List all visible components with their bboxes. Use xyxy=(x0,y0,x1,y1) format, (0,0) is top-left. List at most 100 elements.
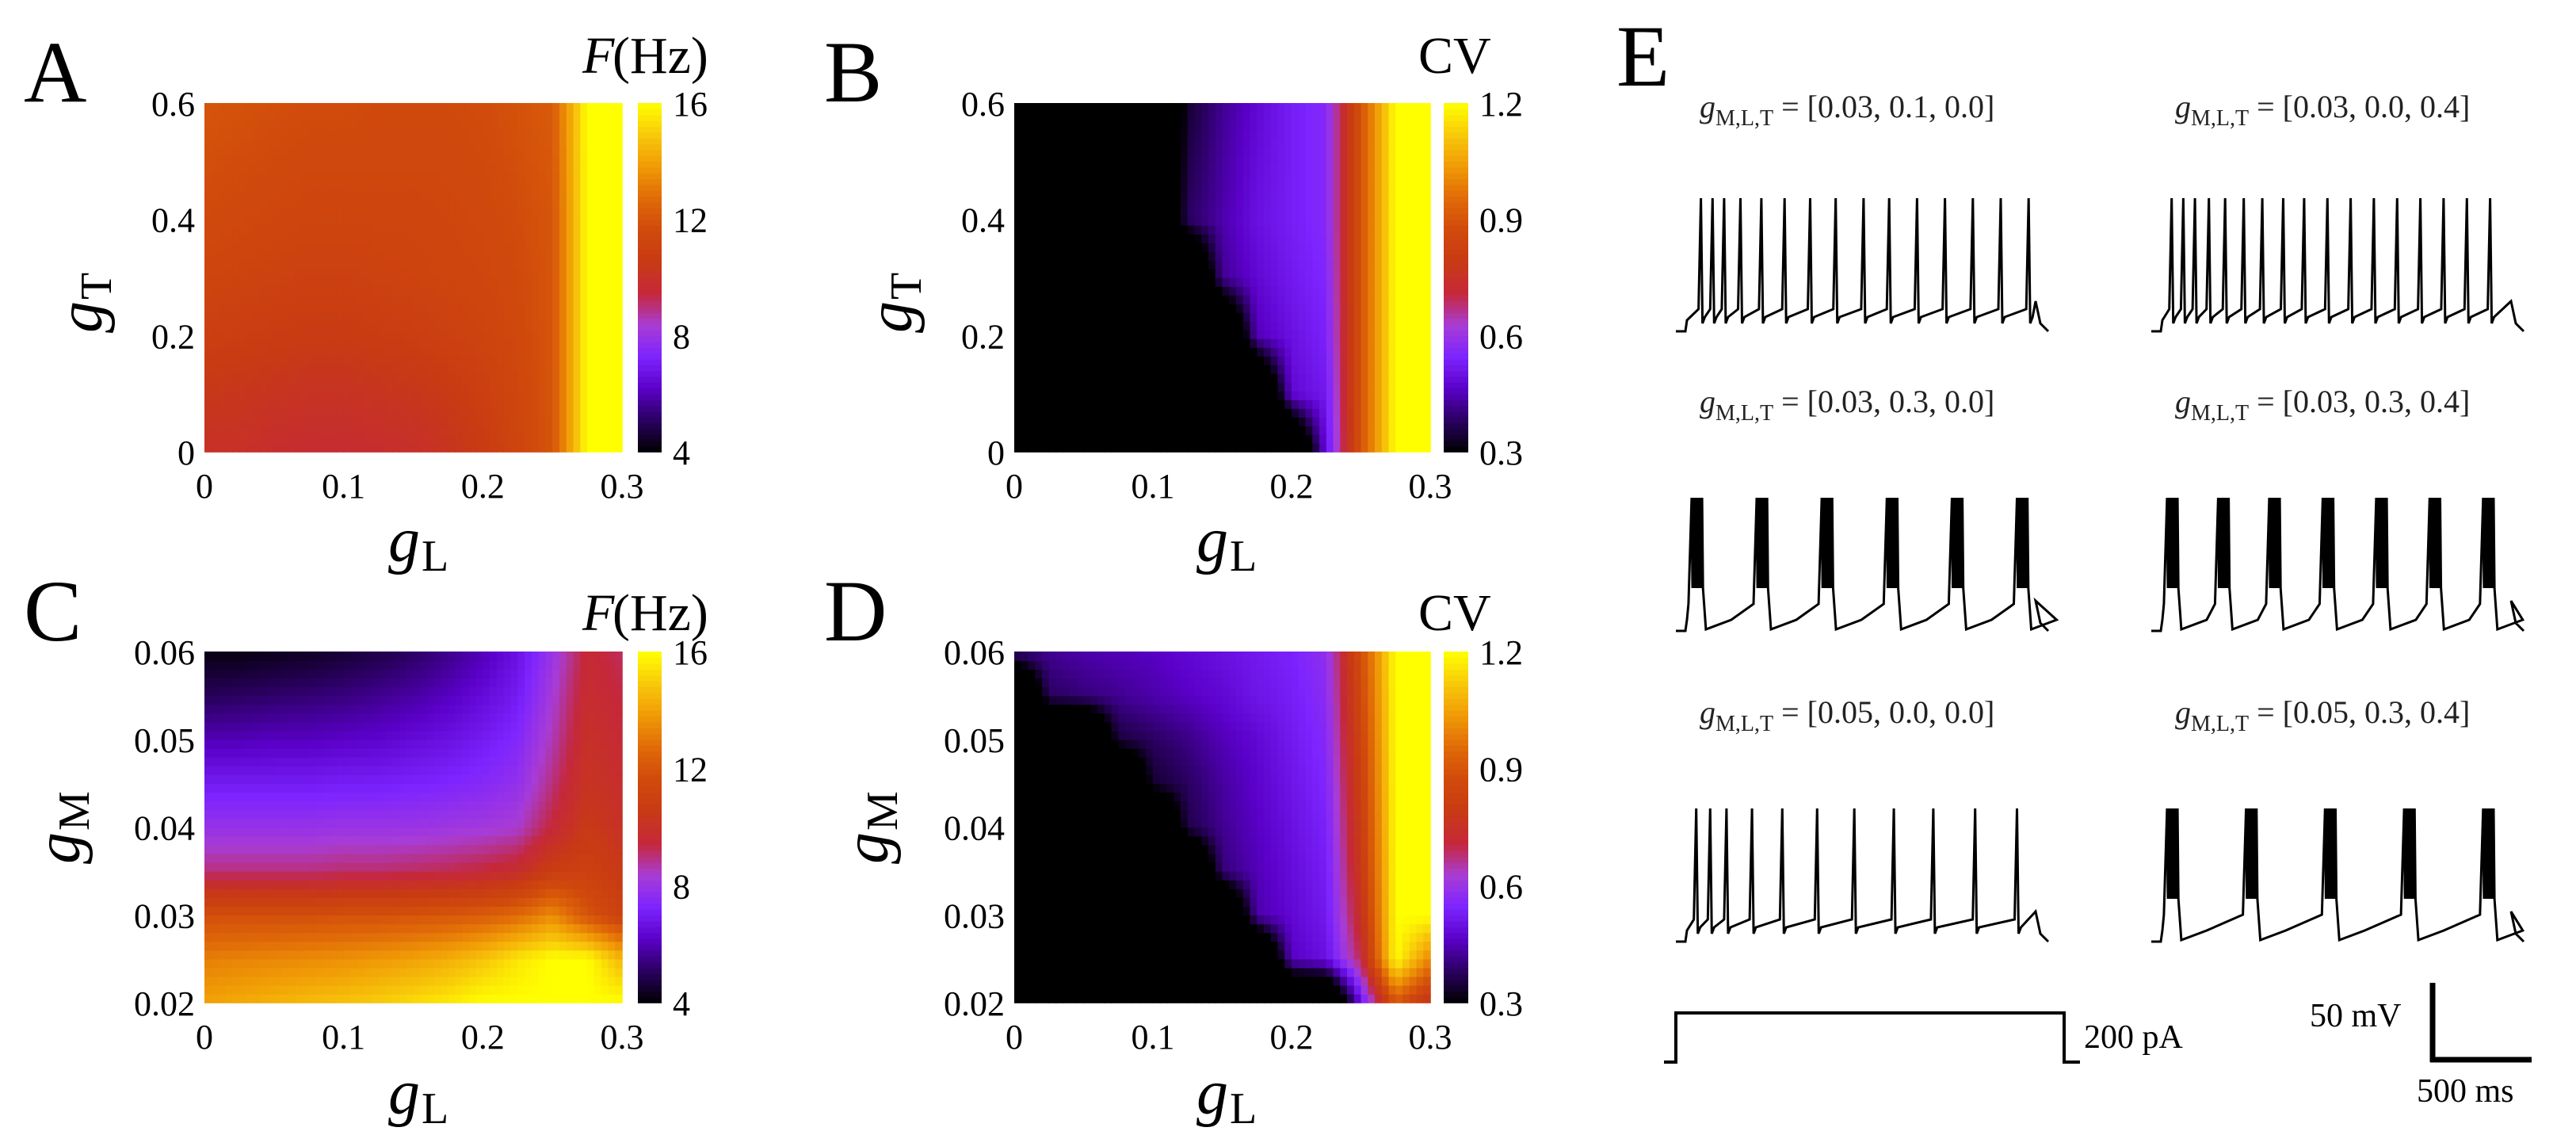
colorbar-segment xyxy=(638,219,662,226)
heatmap-cell xyxy=(580,330,588,339)
heatmap-cell xyxy=(496,164,505,174)
heatmap-cell xyxy=(343,382,352,392)
heatmap-cell xyxy=(1242,182,1251,191)
heatmap-cell xyxy=(1118,243,1126,252)
heatmap-cell xyxy=(1125,138,1133,147)
heatmap-cell xyxy=(552,251,560,261)
heatmap-cell xyxy=(1368,338,1376,348)
heatmap-cell xyxy=(371,199,380,208)
heatmap-cell xyxy=(1270,225,1279,235)
heatmap-cell xyxy=(260,120,268,130)
heatmap-cell xyxy=(1042,399,1050,409)
heatmap-cell xyxy=(343,356,352,365)
heatmap-cell xyxy=(468,321,477,331)
heatmap-cell xyxy=(1063,251,1070,261)
heatmap-cell xyxy=(1014,426,1022,435)
heatmap-cell xyxy=(1361,365,1369,374)
colorbar-segment xyxy=(1444,422,1468,430)
colorbar-segment xyxy=(1444,335,1468,342)
heatmap-cell xyxy=(1118,321,1126,331)
heatmap-cell xyxy=(1277,434,1286,444)
heatmap-cell xyxy=(232,155,240,165)
heatmap-cell xyxy=(1319,147,1327,156)
heatmap-cell xyxy=(1166,103,1175,113)
heatmap-cell xyxy=(531,155,540,165)
heatmap-cell xyxy=(330,373,338,383)
heatmap-cell xyxy=(267,269,275,278)
heatmap-cell xyxy=(371,173,380,182)
heatmap-cell xyxy=(1333,199,1341,208)
heatmap-cell xyxy=(1097,147,1105,156)
heatmap-cell xyxy=(267,434,275,444)
heatmap-cell xyxy=(1242,365,1251,374)
heatmap-cell xyxy=(1083,269,1092,278)
heatmap-cell xyxy=(1063,330,1070,339)
heatmap-cell xyxy=(1284,173,1292,182)
heatmap-cell xyxy=(350,120,359,130)
heatmap-cell xyxy=(1014,103,1022,113)
heatmap-cell xyxy=(1194,312,1203,322)
heatmap-cell xyxy=(601,103,609,113)
heatmap-cell xyxy=(1174,208,1181,217)
heatmap-cell xyxy=(280,103,289,113)
colorbar-segment xyxy=(638,335,662,342)
heatmap-cell xyxy=(364,295,372,304)
heatmap-cell xyxy=(525,434,532,444)
heatmap-cell xyxy=(399,243,407,252)
heatmap-cell xyxy=(385,304,393,313)
heatmap-cell xyxy=(1236,103,1244,113)
heatmap-cell xyxy=(1250,391,1258,400)
heatmap-cell xyxy=(1375,120,1383,130)
heatmap-cell xyxy=(1055,443,1064,453)
heatmap-cell xyxy=(350,260,359,269)
heatmap-cell xyxy=(1229,295,1237,304)
heatmap-cell xyxy=(406,382,414,392)
heatmap-cell xyxy=(246,216,254,226)
heatmap-cell xyxy=(1319,182,1327,191)
heatmap-cell xyxy=(1021,173,1029,182)
heatmap-cell xyxy=(1298,199,1307,208)
heatmap-cell xyxy=(1305,155,1314,165)
heatmap-cell xyxy=(1333,347,1341,357)
heatmap-cell xyxy=(1194,173,1203,182)
heatmap-cell xyxy=(1298,260,1307,269)
heatmap-cell xyxy=(295,417,303,426)
heatmap-cell xyxy=(1153,138,1161,147)
heatmap-cell xyxy=(1375,260,1383,269)
heatmap-cell xyxy=(1055,295,1064,304)
heatmap-cell xyxy=(615,356,623,365)
heatmap-cell xyxy=(490,408,498,418)
heatmap-cell xyxy=(350,243,359,252)
heatmap-cell xyxy=(406,408,414,418)
heatmap-cell xyxy=(315,295,324,304)
heatmap-cell xyxy=(525,164,532,174)
heatmap-cell xyxy=(246,112,254,121)
colorbar-segment xyxy=(638,353,662,360)
heatmap-cell xyxy=(1298,243,1307,252)
heatmap-cell xyxy=(1312,382,1320,392)
heatmap-cell xyxy=(336,443,345,453)
heatmap-cell xyxy=(1222,182,1231,191)
heatmap-cell xyxy=(1395,338,1403,348)
heatmap-cell xyxy=(468,347,477,357)
heatmap-cell xyxy=(1201,199,1209,208)
heatmap-cell xyxy=(1146,312,1154,322)
heatmap-cell xyxy=(1014,277,1022,287)
heatmap-cell xyxy=(1381,295,1390,304)
heatmap-cell xyxy=(350,365,359,374)
heatmap-cell xyxy=(441,286,449,296)
heatmap-cell xyxy=(608,173,616,182)
heatmap-cell xyxy=(1368,112,1376,121)
heatmap-cell xyxy=(420,216,428,226)
heatmap-cell xyxy=(330,234,338,243)
heatmap-cell xyxy=(260,347,268,357)
heatmap-cell xyxy=(1277,277,1286,287)
heatmap-cell xyxy=(267,190,275,200)
heatmap-cell xyxy=(503,391,512,400)
heatmap-cell xyxy=(1257,260,1265,269)
heatmap-cell xyxy=(267,321,275,331)
heatmap-cell xyxy=(1340,321,1348,331)
heatmap-cell xyxy=(496,304,505,313)
heatmap-cell xyxy=(218,251,227,261)
heatmap-cell xyxy=(1368,286,1376,296)
